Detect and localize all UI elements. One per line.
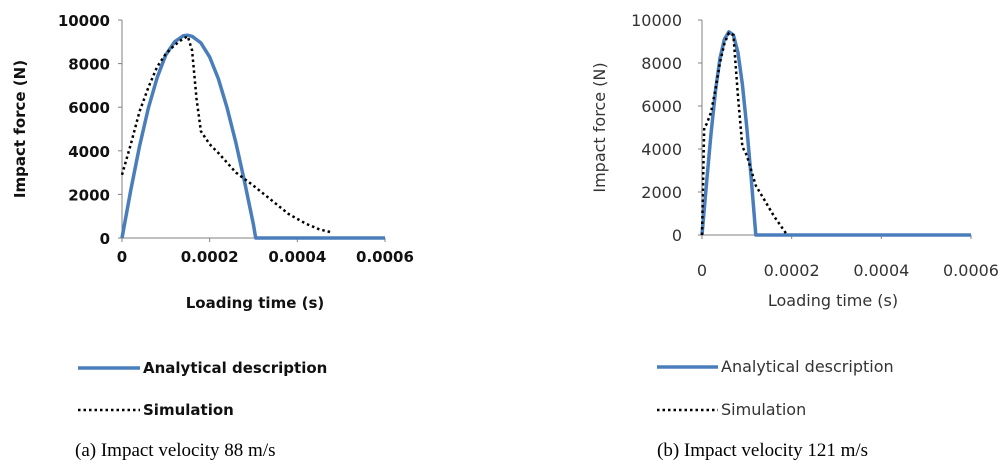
x-tick-label: 0.0002 [764,261,820,280]
legend-label: Analytical description [721,357,894,376]
y-tick-label: 10000 [58,12,110,30]
y-tick-label: 8000 [68,56,110,74]
series-analytical-line [120,33,385,240]
y-tick-label: 2000 [641,183,682,202]
x-tick-label: 0.0004 [268,248,326,266]
y-tick-label: 0 [672,226,682,245]
caption-a: (a) Impact velocity 88 m/s [75,440,276,461]
y-tick-label: 6000 [68,99,110,117]
y-tick-label: 4000 [68,143,110,161]
x-tick-label: 0.0006 [356,248,414,266]
y-tick-label: 0 [100,230,110,248]
y-tick-label: 10000 [631,11,682,30]
x-tick-label: 0 [697,261,707,280]
x-tick-label: 0.0004 [853,261,909,280]
chart-a: 0 2000 4000 6000 8000 10000 0 0.0002 0.0004 0.000… [11,12,414,419]
y-axis-label: Impact force (N) [590,62,609,192]
legend-label: Simulation [721,400,806,419]
y-axis-label: Impact force (N) [11,60,29,198]
x-tick-label: 0.0002 [181,248,239,266]
legend-label: Simulation [143,401,234,419]
x-axis-label: Loading time (s) [186,294,324,312]
y-tick-label: 8000 [641,54,682,73]
y-tick-label: 2000 [68,186,110,204]
series-simulation-line [700,31,789,236]
x-tick-label: 0.0006 [943,261,999,280]
x-tick-label: 0 [117,248,127,266]
y-tick-label: 6000 [641,97,682,116]
legend-label: Analytical description [143,359,327,377]
caption-b: (b) Impact velocity 121 m/s [657,440,869,461]
y-tick-label: 4000 [641,140,682,159]
series-simulation-line [120,35,333,234]
series-analytical-line [700,30,971,237]
chart-b: 0 2000 4000 6000 8000 10000 0 0.0002 0.0004 0.000… [590,11,999,419]
x-axis-label: Loading time (s) [768,291,898,310]
